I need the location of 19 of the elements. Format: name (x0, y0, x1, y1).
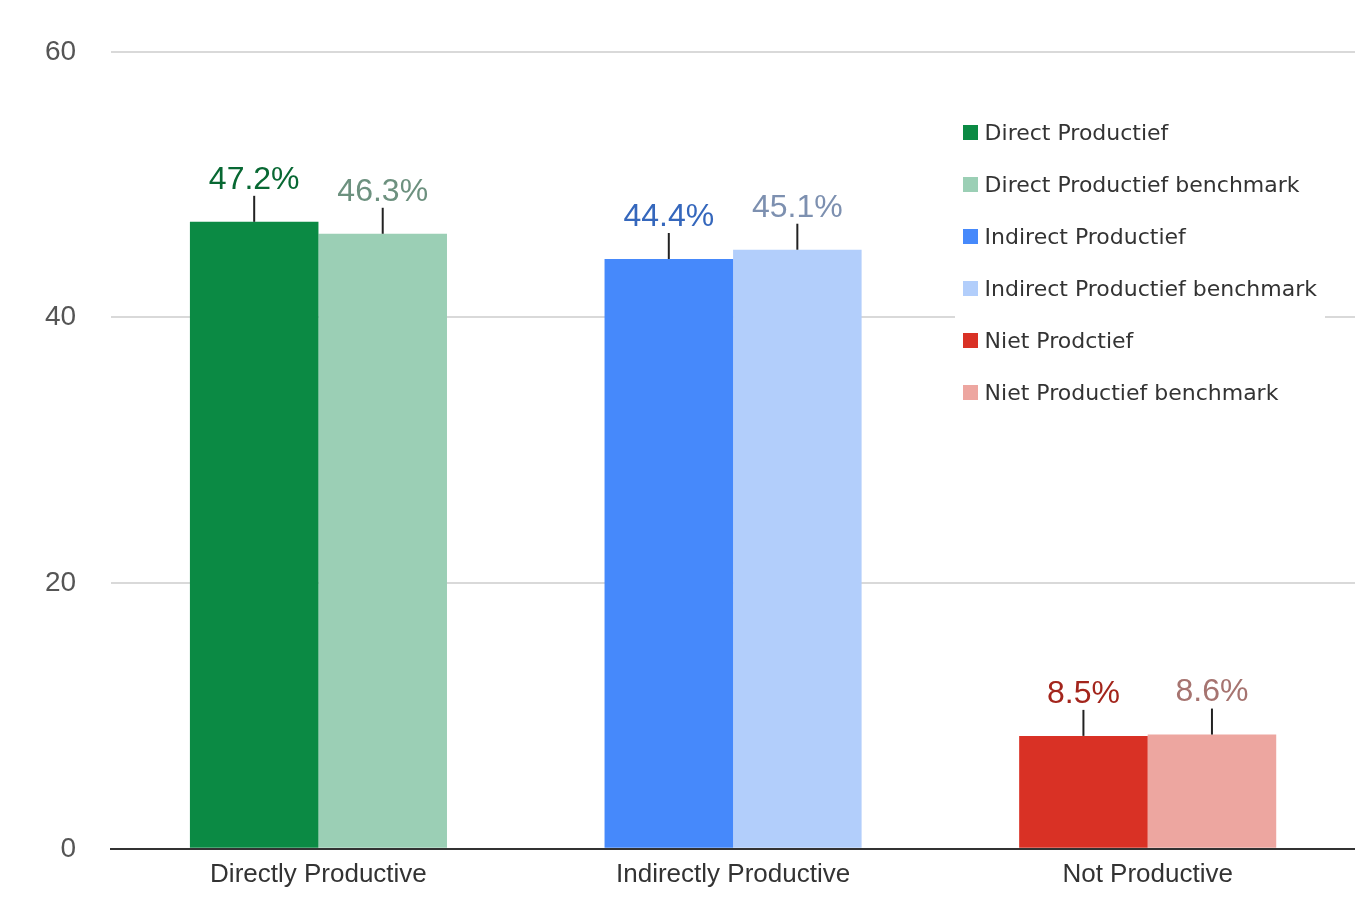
legend-label: Niet Productief benchmark (984, 379, 1279, 405)
x-tick-label: Not Productive (1062, 857, 1233, 888)
y-tick-label: 20 (44, 565, 77, 597)
legend-label: Indirect Productief (984, 223, 1186, 249)
legend-label: Direct Productief (984, 119, 1169, 145)
data-label: 46.3% (337, 171, 429, 208)
x-tick-label: Indirectly Productive (616, 857, 851, 888)
data-label: 44.4% (623, 196, 715, 233)
y-tick-label: 0 (60, 831, 77, 863)
legend-label: Niet Prodctief (984, 327, 1134, 353)
legend-label: Indirect Productief benchmark (984, 275, 1317, 301)
data-label: 47.2% (208, 159, 300, 196)
legend-label: Direct Productief benchmark (984, 171, 1300, 197)
y-tick-label: 40 (44, 300, 77, 332)
y-tick-label: 60 (44, 34, 77, 66)
data-label: 45.1% (751, 187, 843, 224)
data-label: 8.6% (1175, 672, 1249, 709)
x-tick-label: Directly Productive (210, 857, 427, 888)
data-label: 8.5% (1046, 673, 1120, 710)
